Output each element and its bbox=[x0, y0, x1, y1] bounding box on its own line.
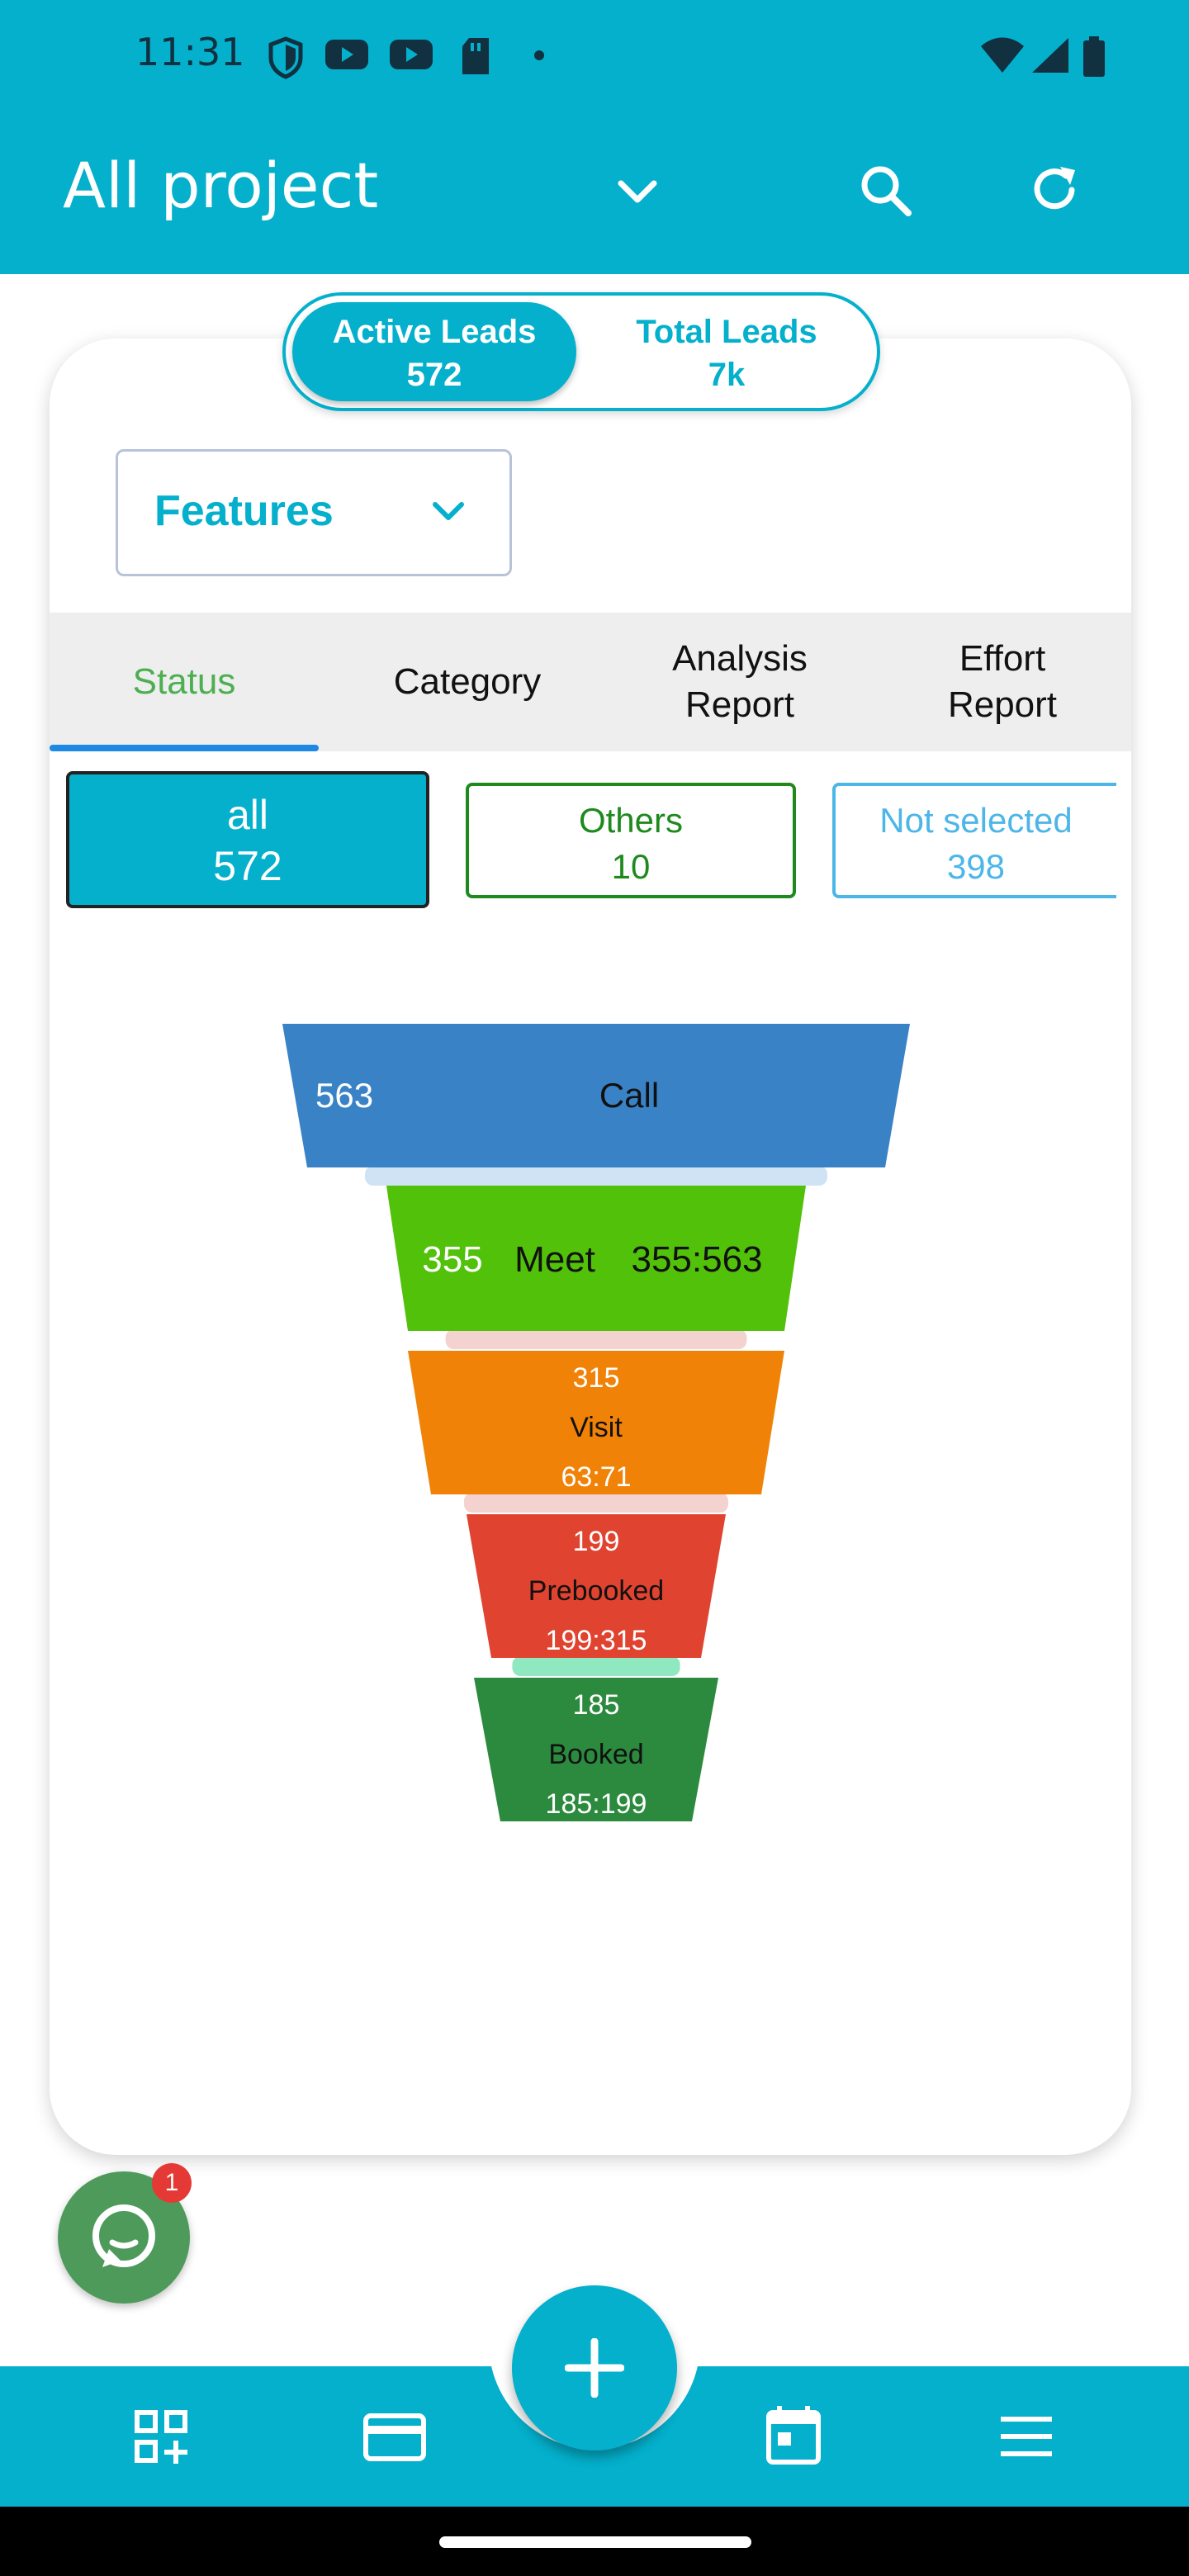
filter-chip-count: 572 bbox=[213, 843, 282, 889]
status-time: 11:31 bbox=[135, 30, 245, 74]
shield-icon bbox=[268, 36, 303, 79]
filter-chip-all[interactable]: all 572 bbox=[66, 771, 429, 908]
chevron-down-icon bbox=[433, 502, 464, 520]
calendar-icon[interactable] bbox=[765, 2403, 822, 2467]
tab-analysis-report[interactable]: Analysis Report bbox=[672, 638, 808, 725]
youtube-icon bbox=[390, 40, 433, 69]
tab-effort-report[interactable]: Effort Report bbox=[947, 638, 1058, 725]
chat-icon bbox=[92, 2204, 155, 2267]
filter-chip-count: 10 bbox=[611, 847, 651, 886]
active-leads-label: Active Leads bbox=[332, 314, 537, 350]
tab-category[interactable]: Category bbox=[393, 661, 542, 702]
filter-chip-count: 398 bbox=[946, 847, 1006, 886]
total-leads-button[interactable]: Total Leads 7k bbox=[585, 310, 869, 396]
filter-chip-label: all bbox=[226, 792, 269, 838]
filter-chip-label: Not selected bbox=[879, 801, 1073, 840]
filter-chip-not-selected[interactable]: Not selected 398 bbox=[832, 783, 1116, 898]
card-icon[interactable] bbox=[362, 2408, 428, 2467]
filter-chip-label: Others bbox=[578, 801, 684, 840]
active-leads-button[interactable]: Active Leads 572 bbox=[292, 310, 576, 396]
dashboard-add-icon[interactable] bbox=[132, 2408, 192, 2467]
add-icon bbox=[565, 2338, 624, 2398]
tab-status[interactable]: Status bbox=[132, 661, 236, 702]
add-button[interactable] bbox=[512, 2285, 677, 2451]
active-leads-count: 572 bbox=[406, 357, 462, 393]
chat-badge: 1 bbox=[152, 2163, 192, 2203]
total-leads-label: Total Leads bbox=[636, 314, 817, 350]
features-label: Features bbox=[154, 487, 334, 535]
search-icon[interactable] bbox=[857, 162, 915, 220]
home-indicator[interactable] bbox=[439, 2536, 751, 2548]
battery-icon bbox=[1083, 36, 1105, 77]
refresh-icon[interactable] bbox=[1027, 162, 1085, 220]
dot-icon bbox=[534, 50, 544, 60]
report-tabs: Status Category Analysis Report Effort R… bbox=[50, 613, 1131, 751]
tab-indicator bbox=[50, 745, 319, 751]
sd-card-icon bbox=[462, 38, 489, 74]
leads-toggle[interactable]: Active Leads 572 Total Leads 7k bbox=[282, 292, 880, 411]
youtube-icon bbox=[325, 40, 368, 69]
wifi-icon bbox=[981, 37, 1024, 73]
total-leads-count: 7k bbox=[708, 357, 746, 393]
chevron-down-icon[interactable] bbox=[616, 175, 659, 208]
filter-chip-others[interactable]: Others 10 bbox=[466, 783, 796, 898]
features-dropdown[interactable]: Features bbox=[116, 449, 512, 576]
menu-icon[interactable] bbox=[997, 2413, 1055, 2460]
signal-icon bbox=[1032, 38, 1068, 73]
active-leads-pill[interactable] bbox=[292, 302, 576, 401]
page-title: All project bbox=[63, 149, 379, 222]
leads-card bbox=[50, 339, 1131, 2155]
